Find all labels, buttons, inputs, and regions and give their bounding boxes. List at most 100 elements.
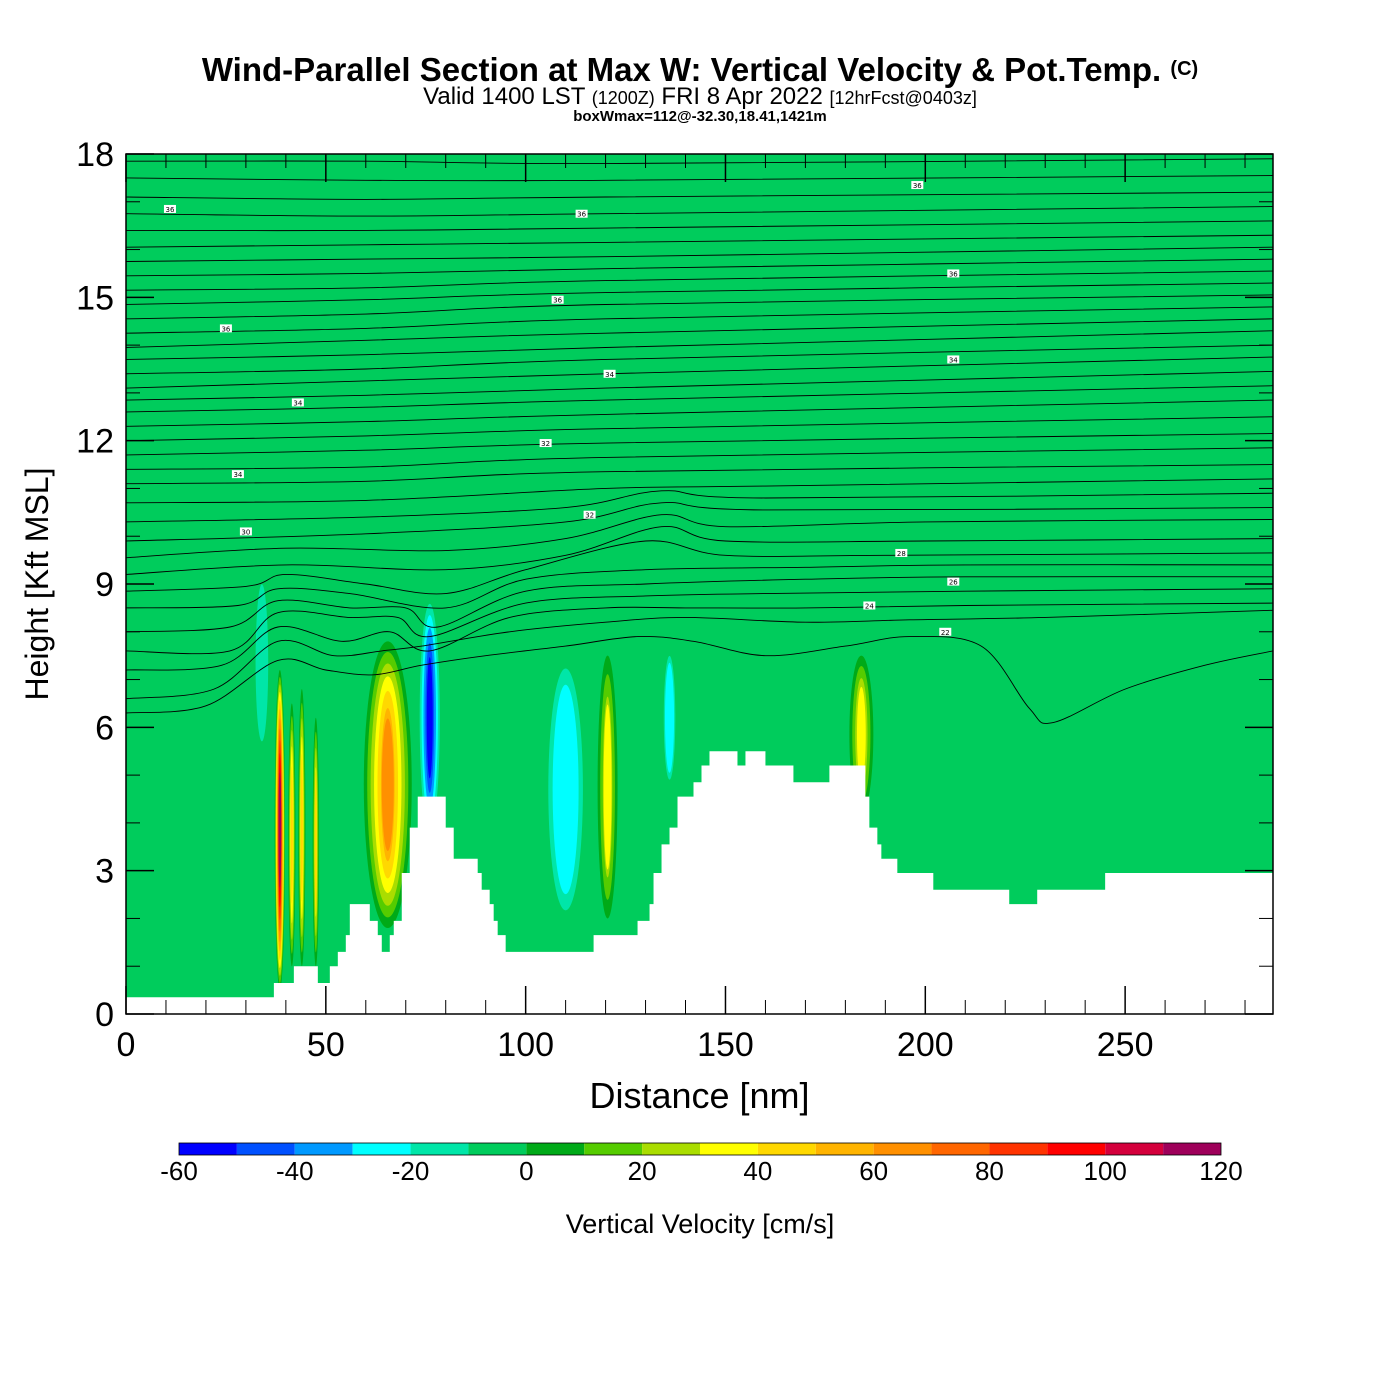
valid-date: FRI 8 Apr 2022 <box>661 83 823 110</box>
colorbar-swatch <box>584 1143 643 1155</box>
theta-contour-30 <box>126 514 1273 559</box>
theta-contour-23 <box>126 609 1273 700</box>
theta-label: 34 <box>949 356 958 364</box>
downdraft-cell-2 <box>660 641 679 795</box>
cell-band <box>381 718 394 852</box>
theta-label-bg <box>947 269 960 278</box>
theta-label-bg <box>575 209 588 218</box>
theta-label: 36 <box>553 297 562 305</box>
theta-label: 30 <box>241 528 250 536</box>
theta-contour-24 <box>126 602 1273 671</box>
colorbar-swatch <box>179 1143 237 1155</box>
copyright-mark: (C) <box>1170 58 1199 80</box>
theta-contour-51 <box>126 234 1273 248</box>
cell-band <box>300 753 303 902</box>
theta-label-bg <box>603 369 616 378</box>
colorbar-swatch <box>1105 1143 1164 1155</box>
theta-contour-29 <box>126 525 1273 575</box>
theta-label: 26 <box>949 579 958 587</box>
theta-label: 36 <box>166 206 175 214</box>
colorbar-tick-label: 100 <box>1084 1156 1127 1186</box>
y-axis-label: Height [Kft MSL] <box>19 468 55 701</box>
cell-band <box>603 704 612 870</box>
colorbar-label: Vertical Velocity [cm/s] <box>566 1209 835 1239</box>
theta-label-bg <box>947 355 960 364</box>
theta-contour-34 <box>126 464 1273 485</box>
cell-band <box>856 686 866 783</box>
colorbar-swatch <box>468 1143 527 1155</box>
cell-band <box>255 584 269 742</box>
cell-band <box>290 766 293 904</box>
y-tick-label: 6 <box>95 709 114 747</box>
colorbar-tick-label: 20 <box>628 1156 657 1186</box>
y-tick-label: 18 <box>76 136 114 174</box>
y-tick-label: 0 <box>95 996 114 1034</box>
theta-contour-31 <box>126 502 1273 542</box>
updraft-cell-4 <box>363 641 412 928</box>
theta-label: 34 <box>605 371 614 379</box>
theta-label-bg <box>895 548 908 557</box>
theta-contour-43 <box>126 330 1273 360</box>
theta-contour-55 <box>126 175 1273 182</box>
theta-contour-36 <box>126 433 1273 456</box>
theta-contour-56 <box>126 158 1273 165</box>
colorbar-tick-label: 40 <box>743 1156 772 1186</box>
colorbar-swatch <box>236 1143 295 1155</box>
updraft-cell-2 <box>298 689 306 967</box>
theta-label-bg <box>947 577 960 586</box>
x-tick-label: 0 <box>117 1026 136 1064</box>
downdraft-cell-1 <box>539 641 592 938</box>
cell-band <box>278 772 282 888</box>
theta-label: 34 <box>233 471 242 479</box>
y-tick-label: 15 <box>76 279 114 317</box>
terrain <box>126 751 1273 1014</box>
theta-contour-40 <box>126 370 1273 401</box>
colorbar-swatch <box>642 1143 700 1155</box>
theta-contour-35 <box>126 447 1273 470</box>
box-wmax-info: boxWmax=112@-32.30,18.41,1421m <box>573 108 827 125</box>
theta-contour-32 <box>126 490 1273 523</box>
theta-contour-50 <box>126 246 1273 262</box>
theta-label-bg <box>911 181 924 190</box>
chart-title-main: Wind-Parallel Section at Max W: Vertical… <box>201 51 1162 88</box>
colorbar-tick-label: 80 <box>975 1156 1004 1186</box>
theta-contour-22 <box>126 635 1273 724</box>
theta-label-bg <box>939 627 952 636</box>
theta-label-bg <box>583 510 596 519</box>
x-axis-label: Distance [nm] <box>589 1075 809 1116</box>
theta-contour-38 <box>126 399 1273 427</box>
colorbar-tick-label: 60 <box>859 1156 888 1186</box>
cell-band <box>664 662 675 773</box>
theta-label: 24 <box>865 603 874 611</box>
theta-label: 22 <box>941 629 950 637</box>
updraft-cell-3 <box>312 717 320 967</box>
theta-contour-48 <box>126 270 1273 291</box>
theta-label-bg <box>163 204 176 213</box>
colorbar-swatch <box>931 1143 990 1155</box>
chart-subtitle: Valid 1400 LST (1200Z) FRI 8 Apr 2022 [1… <box>0 84 1400 111</box>
x-tick-label: 50 <box>307 1026 345 1064</box>
colorbar-tick-label: -60 <box>160 1156 198 1186</box>
theta-label: 36 <box>577 211 586 219</box>
theta-label: 32 <box>541 440 550 448</box>
theta-contour-52 <box>126 220 1273 232</box>
theta-contour-42 <box>126 344 1273 375</box>
theta-contour-41 <box>126 356 1273 389</box>
updraft-cell-1 <box>288 703 296 967</box>
colorbar-border <box>178 1142 1222 1156</box>
colorbar-tick-label: 120 <box>1199 1156 1242 1186</box>
theta-label: 36 <box>949 270 958 278</box>
theta-contour-39 <box>126 385 1273 413</box>
theta-contour-47 <box>126 282 1273 305</box>
downdraft-cell-0 <box>417 593 442 842</box>
theta-contour-54 <box>126 191 1273 200</box>
colorbar-swatch <box>700 1143 758 1155</box>
theta-label: 36 <box>221 325 230 333</box>
y-tick-label: 9 <box>95 566 114 604</box>
theta-contours: 22 24 26 28 30 32 34 32 34 34 34 36 36 36 36 36 36 <box>126 158 1273 724</box>
terrain-mask <box>126 751 1273 1014</box>
colorbar-swatch <box>294 1143 353 1155</box>
theta-label-bg <box>291 398 304 407</box>
colorbar-tick-label: 0 <box>519 1156 533 1186</box>
